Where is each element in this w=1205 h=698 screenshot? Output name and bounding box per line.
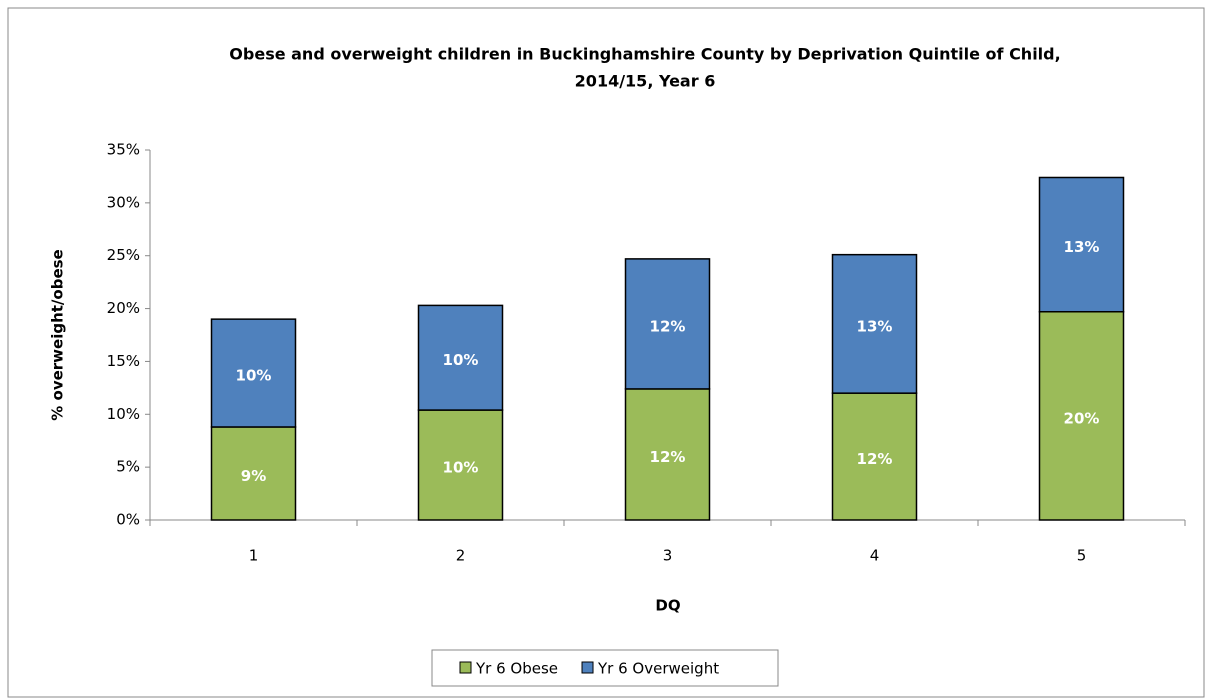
y-tick-label: 0% — [116, 511, 140, 529]
data-label: 12% — [650, 317, 686, 335]
y-tick-label: 10% — [107, 405, 140, 423]
y-tick-label: 35% — [107, 141, 140, 159]
bar-segment — [1038, 176, 1125, 313]
x-axis-title: DQ — [655, 597, 680, 615]
y-tick-label: 15% — [107, 352, 140, 370]
data-label: 12% — [650, 448, 686, 466]
x-tick-label: 1 — [249, 547, 259, 565]
bar-segment — [210, 318, 297, 428]
legend-swatch — [581, 661, 594, 674]
bar-segment — [624, 258, 711, 390]
data-label: 20% — [1064, 409, 1100, 427]
legend-label: Yr 6 Overweight — [597, 660, 719, 678]
x-tick-label: 3 — [663, 547, 673, 565]
chart-frame — [7, 7, 1205, 698]
chart-title: Obese and overweight children in Bucking… — [229, 45, 1060, 64]
x-tick-label: 5 — [1077, 547, 1087, 565]
data-label: 10% — [443, 459, 479, 477]
y-tick-label: 30% — [107, 193, 140, 211]
data-label: 13% — [1064, 238, 1100, 256]
bar-segment — [1038, 310, 1125, 521]
y-tick-label: 20% — [107, 299, 140, 317]
y-axis-title: % overweight/obese — [49, 249, 67, 420]
y-tick-label: 25% — [107, 246, 140, 264]
bar-segment — [624, 388, 711, 521]
data-label: 9% — [241, 467, 266, 485]
x-tick-label: 2 — [456, 547, 466, 565]
data-label: 12% — [857, 450, 893, 468]
bar-segment — [417, 409, 504, 521]
bar-segment — [417, 304, 504, 411]
data-label: 10% — [443, 351, 479, 369]
x-tick-label: 4 — [870, 547, 880, 565]
data-label: 10% — [236, 367, 272, 385]
legend-swatch — [459, 661, 472, 674]
bar-segment — [210, 426, 297, 521]
bar-segment — [831, 253, 918, 394]
chart-title: 2014/15, Year 6 — [575, 72, 716, 91]
y-tick-label: 5% — [116, 458, 140, 476]
legend-frame — [431, 649, 779, 687]
data-label: 13% — [857, 317, 893, 335]
legend-label: Yr 6 Obese — [475, 660, 558, 678]
